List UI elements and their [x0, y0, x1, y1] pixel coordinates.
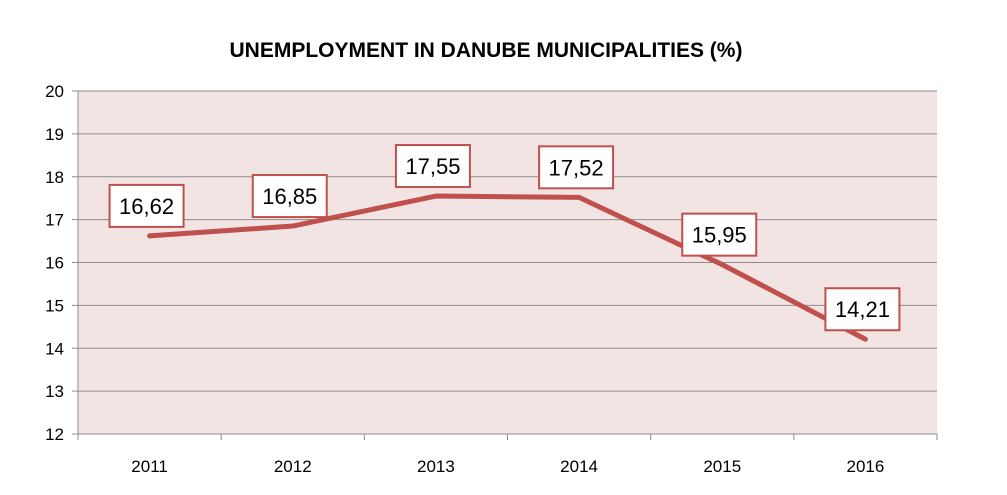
- y-tick-label-17: 17: [45, 211, 64, 230]
- y-tick-label-12: 12: [45, 425, 64, 444]
- y-tick-label-14: 14: [45, 339, 64, 358]
- x-tick-label-2013: 2013: [417, 457, 455, 476]
- series-line-0: [149, 193, 867, 342]
- data-label-2016: 14,21: [835, 297, 890, 322]
- data-label-box-2012: [251, 174, 328, 219]
- data-point-2015: [719, 262, 725, 268]
- x-tick-label-2016: 2016: [847, 457, 885, 476]
- y-tick-label-13: 13: [45, 382, 64, 401]
- data-label-2012: 16,85: [262, 184, 317, 209]
- plot-area: 12 13 14 15 16 17 18 19 20 2011 2012 2013 2014 2015 20…: [45, 82, 938, 476]
- data-label-2013: 17,55: [405, 154, 460, 179]
- data-label-2011: 16,62: [119, 194, 174, 219]
- y-tick-label-15: 15: [45, 296, 64, 315]
- data-point-2012: [290, 223, 296, 229]
- x-tick-label-2015: 2015: [703, 457, 741, 476]
- x-tick-label-2012: 2012: [274, 457, 312, 476]
- data-point-2013: [433, 193, 439, 199]
- y-tick-label-19: 19: [45, 125, 64, 144]
- data-label-box-2014: [538, 145, 615, 190]
- data-point-2011: [147, 233, 153, 239]
- data-label-2014: 17,52: [549, 155, 604, 180]
- x-tick-label-2014: 2014: [560, 457, 598, 476]
- data-point-2014: [576, 194, 582, 200]
- data-label-box-2011: [108, 183, 185, 228]
- y-tick-label-16: 16: [45, 254, 64, 273]
- data-label-box-2016: [824, 287, 901, 332]
- chart-title: UNEMPLOYMENT IN DANUBE MUNICIPALITIES (%…: [230, 39, 743, 62]
- data-label-2015: 15,95: [692, 223, 747, 248]
- data-label-box-2013: [394, 144, 471, 189]
- data-label-box-2015: [681, 212, 758, 257]
- y-tick-label-18: 18: [45, 168, 64, 187]
- y-tick-label-20: 20: [45, 82, 64, 101]
- data-point-2016: [862, 336, 868, 342]
- x-tick-label-2011: 2011: [131, 457, 168, 476]
